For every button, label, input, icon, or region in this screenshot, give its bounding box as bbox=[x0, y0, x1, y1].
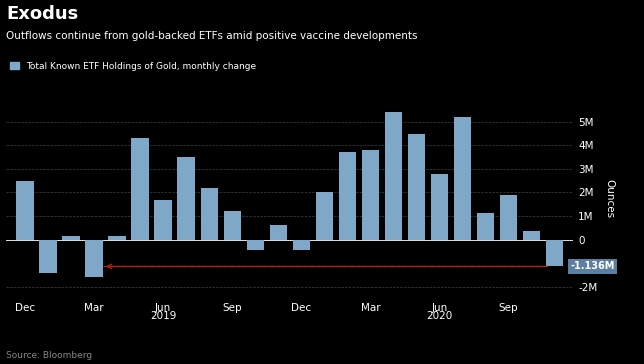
Text: Exodus: Exodus bbox=[6, 5, 79, 23]
Bar bbox=[247, 240, 264, 250]
Bar bbox=[131, 138, 149, 240]
Bar bbox=[546, 240, 564, 266]
Text: -1.136M: -1.136M bbox=[571, 261, 615, 271]
Y-axis label: Ounces: Ounces bbox=[604, 179, 614, 218]
Bar bbox=[339, 153, 356, 240]
Bar bbox=[292, 240, 310, 250]
Bar bbox=[316, 193, 333, 240]
Text: 2020: 2020 bbox=[426, 312, 453, 321]
Bar bbox=[178, 157, 194, 240]
Bar bbox=[155, 199, 172, 240]
Text: Outflows continue from gold-backed ETFs amid positive vaccine developments: Outflows continue from gold-backed ETFs … bbox=[6, 31, 418, 41]
Bar bbox=[500, 195, 517, 240]
Bar bbox=[86, 240, 102, 277]
Bar bbox=[477, 213, 494, 240]
Bar bbox=[454, 117, 471, 240]
Bar bbox=[523, 232, 540, 240]
Bar bbox=[385, 112, 402, 240]
Bar bbox=[270, 225, 287, 240]
Text: Source: Bloomberg: Source: Bloomberg bbox=[6, 351, 93, 360]
Text: 2019: 2019 bbox=[150, 312, 176, 321]
Bar bbox=[408, 134, 425, 240]
Bar bbox=[62, 236, 80, 240]
Bar bbox=[108, 236, 126, 240]
Bar bbox=[16, 181, 33, 240]
Bar bbox=[223, 211, 241, 240]
Bar bbox=[39, 240, 57, 273]
Legend: Total Known ETF Holdings of Gold, monthly change: Total Known ETF Holdings of Gold, monthl… bbox=[6, 58, 260, 74]
Bar bbox=[431, 174, 448, 240]
Bar bbox=[200, 188, 218, 240]
Bar bbox=[362, 150, 379, 240]
